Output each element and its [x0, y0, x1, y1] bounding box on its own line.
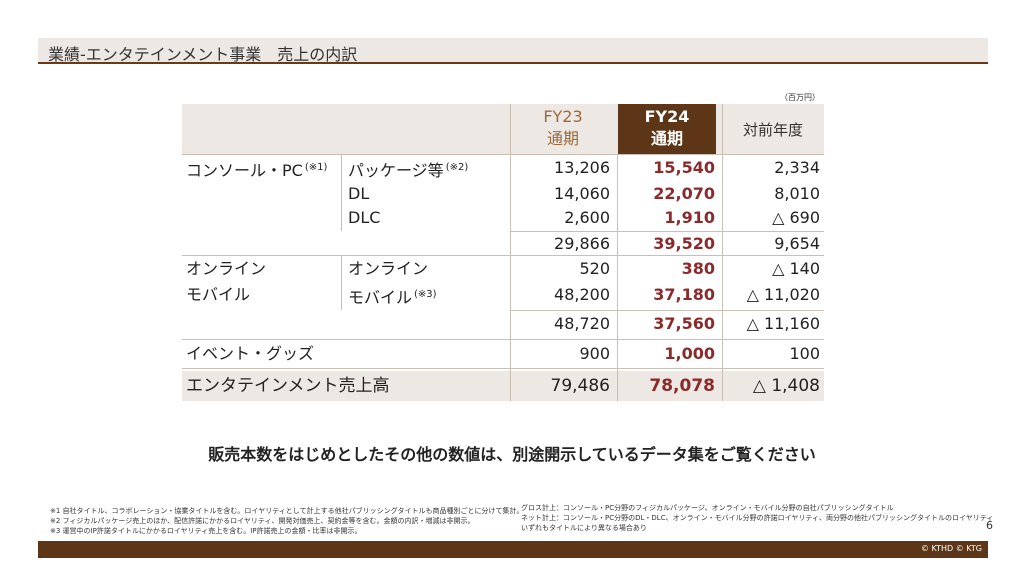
subcategory-label: モバイル (※3) — [348, 288, 437, 307]
fy23-value: 48,200 — [554, 285, 610, 304]
yoy-value: 8,010 — [774, 184, 820, 203]
table-header-band — [182, 104, 824, 154]
page-number: 6 — [986, 519, 993, 532]
note-gross: グロス計上：コンソール・PC分野のフィジカルパッケージ、オンライン・モバイル分野… — [521, 504, 894, 512]
yoy-subtotal: 9,654 — [774, 234, 820, 253]
data-book-message: 販売本数をはじめとしたその他の数値は、別途開示しているデータ集をご覧ください — [208, 445, 816, 464]
fy23-header-line1: FY23 — [543, 107, 583, 126]
subcategory-label: DL — [348, 184, 370, 203]
fy24-value: 37,180 — [653, 285, 715, 304]
fy23-value: 13,206 — [554, 158, 610, 177]
yoy-total: △ 1,408 — [752, 376, 820, 396]
fy23-subtotal: 48,720 — [554, 314, 610, 333]
unit-label: （百万円） — [780, 93, 820, 102]
fy24-subtotal: 39,520 — [653, 234, 715, 253]
yoy-value: 2,334 — [774, 158, 820, 177]
yoy-subtotal: △ 11,160 — [746, 314, 820, 333]
category-label: イベント・グッズ — [186, 344, 315, 363]
yoy-value: △ 690 — [772, 208, 820, 227]
divider — [182, 255, 824, 256]
copyright: © KTHD © KTG — [920, 544, 982, 553]
fy24-value: 1,910 — [664, 208, 715, 227]
yoy-header: 対前年度 — [742, 121, 803, 139]
divider — [341, 255, 342, 310]
fy24-subtotal: 37,560 — [653, 314, 715, 333]
divider — [510, 310, 824, 311]
divider — [182, 368, 824, 369]
fy23-total: 79,486 — [550, 376, 610, 396]
subcategory-label: パッケージ等 (※2) — [348, 161, 469, 180]
title-bar: 業績-エンタテインメント事業 売上の内訳 — [38, 38, 988, 64]
category-label: コンソール・PC (※1) — [186, 161, 328, 180]
fy23-header: FY23 通期 — [513, 106, 613, 150]
yoy-value: 100 — [789, 344, 820, 363]
footnote: ※2 フィジカルパッケージ売上のほか、配信許諾にかかるロイヤリティ、開発対価売上… — [50, 517, 475, 525]
divider — [510, 104, 511, 401]
fy24-header-box — [618, 104, 716, 154]
category-label: オンライン — [186, 259, 267, 278]
yoy-value: △ 140 — [772, 259, 820, 278]
divider — [617, 154, 618, 401]
divider — [722, 104, 723, 401]
footnote: ※1 自社タイトル、コラボレーション・協業タイトルを含む。ロイヤリティとして計上… — [50, 507, 524, 515]
fy23-value: 900 — [579, 344, 610, 363]
note-variation: いずれもタイトルにより異なる場合あり — [521, 524, 647, 532]
fy23-value: 2,600 — [564, 208, 610, 227]
note-net: ネット計上：コンソール・PC分野のDL・DLC、オンライン・モバイル分野の許諾ロ… — [521, 514, 994, 522]
divider — [182, 339, 824, 340]
page-title: 業績-エンタテインメント事業 売上の内訳 — [48, 45, 358, 64]
fy23-subtotal: 29,866 — [554, 234, 610, 253]
total-row-band — [182, 371, 824, 401]
fy24-header: FY24 通期 — [617, 106, 717, 150]
fy24-value: 22,070 — [653, 184, 715, 203]
yoy-value: △ 11,020 — [746, 285, 820, 304]
fy24-header-line1: FY24 — [644, 107, 690, 126]
subcategory-label: オンライン — [348, 259, 429, 278]
fy23-value: 14,060 — [554, 184, 610, 203]
fy23-header-line2: 通期 — [546, 129, 579, 148]
fy24-value: 1,000 — [664, 344, 715, 363]
divider — [341, 154, 342, 231]
subcategory-label: DLC — [348, 208, 381, 227]
divider — [182, 154, 824, 155]
fy24-total: 78,078 — [649, 376, 715, 396]
footnote: ※3 運営中のIP許諾タイトルにかかるロイヤリティ売上を含む。IP許諾売上の金額… — [50, 527, 362, 535]
category-label: モバイル — [186, 285, 251, 304]
footer-bar: © KTHD © KTG — [38, 541, 988, 558]
fy24-value: 15,540 — [653, 158, 715, 177]
divider — [510, 231, 824, 232]
fy24-header-line2: 通期 — [650, 129, 683, 148]
fy24-value: 380 — [681, 259, 715, 278]
fy23-value: 520 — [579, 259, 610, 278]
total-label: エンタテインメント売上高 — [186, 376, 390, 396]
